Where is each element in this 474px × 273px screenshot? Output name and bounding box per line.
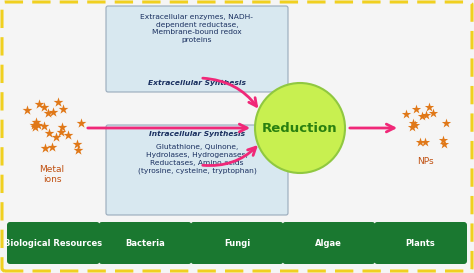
Text: Intracellular Synthesis: Intracellular Synthesis (149, 131, 245, 137)
FancyBboxPatch shape (106, 125, 288, 215)
FancyBboxPatch shape (106, 6, 288, 92)
Point (58, 124, 66, 129)
Text: Fungi: Fungi (224, 239, 250, 248)
Circle shape (255, 83, 345, 173)
Point (31, 125, 38, 130)
Point (419, 114, 426, 118)
Point (53, 135, 60, 139)
Point (45, 111, 52, 115)
FancyBboxPatch shape (99, 222, 191, 264)
Point (402, 112, 410, 116)
Point (54, 99, 62, 104)
Text: Glutathione, Quinone,
Hydrolases, Hydrogenases,
Reductases, Amino acids
(tyrosin: Glutathione, Quinone, Hydrolases, Hydrog… (137, 144, 256, 174)
Point (59, 107, 66, 111)
Text: Algae: Algae (315, 239, 342, 248)
Point (442, 121, 450, 126)
Text: Bacteria: Bacteria (125, 239, 165, 248)
Point (409, 125, 416, 129)
Point (439, 138, 447, 142)
Text: Metal
ions: Metal ions (39, 165, 64, 184)
Point (77, 121, 84, 125)
Point (48, 145, 56, 149)
Point (421, 140, 429, 144)
Text: Reduction: Reduction (262, 121, 338, 135)
Point (64, 132, 72, 137)
Point (416, 140, 424, 144)
Point (36, 102, 43, 106)
Point (41, 146, 49, 150)
FancyBboxPatch shape (374, 222, 467, 264)
Point (74, 147, 82, 152)
FancyBboxPatch shape (191, 222, 283, 264)
Point (411, 123, 419, 127)
Point (50, 110, 57, 114)
Point (440, 142, 448, 146)
FancyBboxPatch shape (7, 222, 100, 264)
Point (41, 124, 48, 128)
Point (32, 120, 40, 125)
Point (34, 123, 42, 127)
Point (429, 111, 437, 115)
Point (426, 105, 433, 109)
Point (46, 130, 53, 135)
Point (422, 113, 430, 117)
Text: Extracellular enzymes, NADH-
dependent reductase,
Membrane-bound redox
proteins: Extracellular enzymes, NADH- dependent r… (140, 14, 254, 43)
Text: Plants: Plants (406, 239, 436, 248)
FancyBboxPatch shape (2, 2, 472, 271)
Point (58, 130, 65, 134)
Point (410, 121, 417, 125)
Point (23, 108, 30, 113)
Point (412, 106, 419, 111)
Point (30, 123, 38, 128)
Text: Biological Resources: Biological Resources (4, 239, 102, 248)
Point (40, 105, 48, 110)
FancyBboxPatch shape (283, 222, 375, 264)
Point (73, 142, 80, 146)
Text: NPs: NPs (417, 157, 433, 166)
Text: Extracellular Synthesis: Extracellular Synthesis (148, 80, 246, 86)
